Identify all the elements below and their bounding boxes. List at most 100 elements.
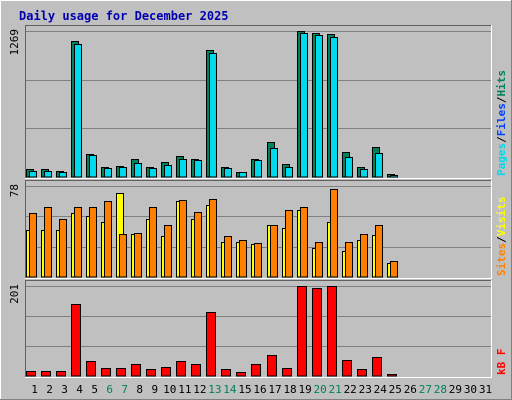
bar-sites-day-23	[360, 234, 368, 278]
bar-kbytes-day-11	[176, 361, 186, 377]
day-label-3: 3	[61, 383, 68, 396]
bar-sites-day-18	[285, 210, 293, 278]
bar-pages-day-15	[239, 172, 247, 178]
bar-pages-day-6	[104, 168, 112, 178]
bar-pages-day-16	[254, 160, 262, 178]
panel-bottom: 201 kB F	[8, 280, 508, 378]
day-label-22: 22	[344, 383, 357, 396]
day-label-6: 6	[106, 383, 113, 396]
day-label-5: 5	[91, 383, 98, 396]
day-label-13: 13	[208, 383, 221, 396]
bar-sites-day-12	[194, 212, 202, 278]
legend-separator: /	[495, 136, 508, 143]
day-label-21: 21	[329, 383, 342, 396]
panel-bottom-legend: kB F	[495, 349, 508, 376]
bar-pages-day-25	[390, 175, 398, 178]
bar-kbytes-day-3	[56, 371, 66, 377]
bar-kbytes-day-19	[297, 286, 307, 377]
bar-kbytes-day-22	[342, 360, 352, 377]
bar-kbytes-day-12	[191, 364, 201, 377]
bar-sites-day-17	[270, 225, 278, 278]
day-label-11: 11	[178, 383, 191, 396]
bar-pages-day-11	[179, 159, 187, 178]
panel-middle-ymax-label: 78	[8, 184, 21, 197]
legend-files: Files	[495, 103, 508, 136]
day-label-25: 25	[389, 383, 402, 396]
day-label-17: 17	[268, 383, 281, 396]
bar-kbytes-day-9	[146, 369, 156, 377]
chart-title: Daily usage for December 2025	[19, 9, 229, 23]
day-label-29: 29	[449, 383, 462, 396]
bar-sites-day-22	[345, 242, 353, 278]
bar-sites-day-9	[149, 207, 157, 278]
panel-top-legend: Pages/Files/Hits	[495, 70, 508, 176]
bar-sites-day-8	[134, 233, 142, 278]
day-label-15: 15	[238, 383, 251, 396]
bar-pages-day-19	[300, 33, 308, 178]
bar-kbytes-day-24	[372, 357, 382, 377]
bar-pages-day-2	[44, 171, 52, 178]
bar-pages-day-13	[209, 53, 217, 178]
legend-hits: Hits	[495, 70, 508, 97]
bar-pages-day-22	[345, 157, 353, 178]
day-label-2: 2	[46, 383, 53, 396]
day-label-24: 24	[374, 383, 388, 396]
bar-kbytes-day-8	[131, 364, 141, 377]
bar-sites-day-20	[315, 242, 323, 278]
bar-kbytes-day-10	[161, 367, 171, 377]
day-label-9: 9	[151, 383, 158, 396]
day-label-30: 30	[464, 383, 477, 396]
bar-sites-day-14	[224, 236, 232, 278]
bar-pages-day-9	[149, 168, 157, 178]
panel-bottom-plot-area	[25, 280, 491, 377]
bar-sites-day-15	[239, 240, 247, 278]
bar-pages-day-23	[360, 169, 368, 178]
bar-kbytes-day-14	[221, 369, 231, 377]
day-label-23: 23	[359, 383, 372, 396]
bar-kbytes-day-4	[71, 304, 81, 377]
day-label-20: 20	[314, 383, 327, 396]
bar-sites-day-25	[390, 261, 398, 278]
day-label-1: 1	[31, 383, 38, 396]
bar-kbytes-day-25	[387, 374, 397, 377]
bar-pages-day-12	[194, 160, 202, 178]
bar-pages-day-4	[74, 44, 82, 178]
bar-pages-day-3	[59, 172, 67, 178]
legend-kb-f: kB F	[495, 349, 508, 376]
legend-sites: Sites	[495, 243, 508, 276]
bar-sites-day-19	[300, 207, 308, 278]
bar-pages-day-24	[375, 153, 383, 178]
bar-sites-day-16	[254, 243, 262, 278]
bar-sites-day-2	[44, 207, 52, 278]
day-label-27: 27	[419, 383, 432, 396]
bar-kbytes-day-13	[206, 312, 216, 377]
bar-sites-day-7	[119, 234, 127, 278]
bar-pages-day-7	[119, 167, 127, 178]
bar-kbytes-day-23	[357, 369, 367, 377]
bar-pages-day-1	[29, 171, 37, 178]
legend-pages: Pages	[495, 143, 508, 176]
day-label-10: 10	[163, 383, 176, 396]
bar-kbytes-day-17	[267, 355, 277, 377]
bar-sites-day-24	[375, 225, 383, 278]
legend-visits: Visits	[495, 197, 508, 237]
bar-kbytes-day-21	[327, 286, 337, 377]
day-label-16: 16	[253, 383, 266, 396]
bar-sites-day-21	[330, 189, 338, 278]
day-label-19: 19	[298, 383, 311, 396]
bar-sites-day-11	[179, 200, 187, 278]
bar-sites-day-13	[209, 199, 217, 278]
day-label-12: 12	[193, 383, 206, 396]
day-label-14: 14	[223, 383, 237, 396]
bar-pages-day-20	[315, 35, 323, 178]
bar-kbytes-day-15	[236, 372, 246, 377]
bar-sites-day-10	[164, 225, 172, 278]
day-label-8: 8	[136, 383, 143, 396]
bar-kbytes-day-6	[101, 368, 111, 377]
bar-kbytes-day-7	[116, 368, 126, 377]
day-label-7: 7	[121, 383, 128, 396]
panel-top-plot-area	[25, 25, 491, 178]
bar-kbytes-day-16	[251, 364, 261, 377]
bar-pages-day-10	[164, 165, 172, 178]
